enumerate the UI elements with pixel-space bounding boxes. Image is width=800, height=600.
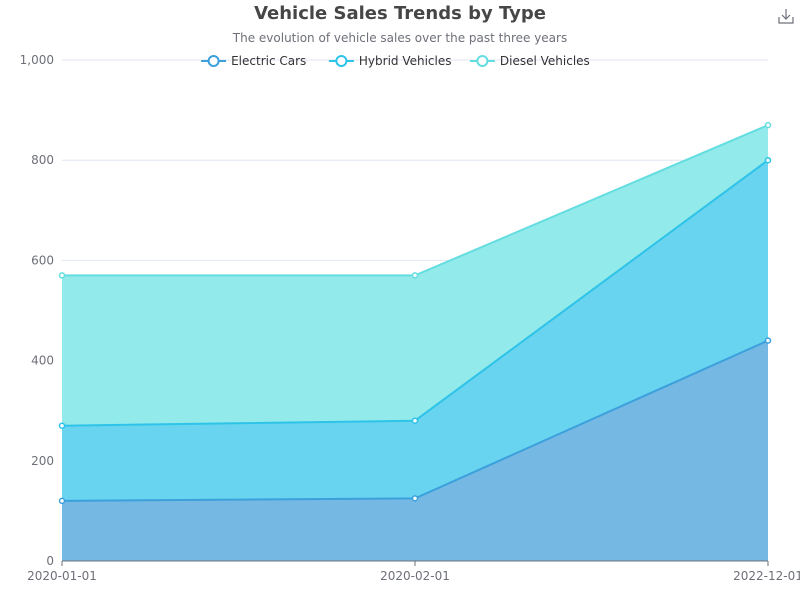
download-icon[interactable] bbox=[776, 6, 796, 26]
x-tick-label: 2020-02-01 bbox=[380, 569, 450, 583]
x-tick-label: 2020-01-01 bbox=[27, 569, 97, 583]
point-diesel-vehicles[interactable] bbox=[411, 272, 419, 279]
y-tick-label: 200 bbox=[31, 454, 54, 468]
point-electric-cars[interactable] bbox=[58, 497, 66, 505]
point-hybrid-vehicles[interactable] bbox=[58, 422, 66, 429]
legend: Electric Cars Hybrid Vehicles Diesel Vehic… bbox=[201, 54, 590, 68]
point-electric-cars[interactable] bbox=[764, 337, 772, 344]
legend-label: Diesel Vehicles bbox=[500, 54, 590, 68]
point-diesel-vehicles[interactable] bbox=[58, 272, 66, 279]
legend-label: Hybrid Vehicles bbox=[359, 54, 452, 68]
legend-item-hybrid-vehicles[interactable]: Hybrid Vehicles bbox=[328, 54, 452, 68]
point-hybrid-vehicles[interactable] bbox=[764, 156, 772, 164]
legend-item-electric-cars[interactable]: Electric Cars bbox=[201, 54, 306, 68]
y-tick-label: 800 bbox=[31, 153, 54, 167]
chart-subtitle: The evolution of vehicle sales over the … bbox=[232, 31, 567, 45]
x-tick-label: 2022-12-01 bbox=[733, 569, 800, 583]
area-electric-cars bbox=[62, 340, 768, 561]
y-tick-label: 600 bbox=[31, 253, 54, 267]
axis-layer: 0 200 400 600 800 1,000 2020-01-01 2020-02-01 20… bbox=[20, 53, 800, 583]
area-hybrid-vehicles bbox=[62, 160, 768, 501]
y-tick-label: 1,000 bbox=[20, 53, 54, 67]
legend-item-diesel-vehicles[interactable]: Diesel Vehicles bbox=[469, 54, 590, 68]
chart-title: Vehicle Sales Trends by Type bbox=[254, 3, 546, 24]
legend-label: Electric Cars bbox=[231, 54, 306, 68]
y-tick-label: 400 bbox=[31, 354, 54, 368]
point-layer bbox=[58, 121, 772, 505]
y-tick-label: 0 bbox=[46, 554, 54, 568]
legend-marker bbox=[207, 55, 220, 67]
legend-marker bbox=[335, 55, 348, 67]
point-electric-cars[interactable] bbox=[411, 495, 419, 502]
point-hybrid-vehicles[interactable] bbox=[411, 417, 419, 424]
legend-marker bbox=[476, 55, 489, 67]
point-diesel-vehicles[interactable] bbox=[764, 121, 772, 129]
